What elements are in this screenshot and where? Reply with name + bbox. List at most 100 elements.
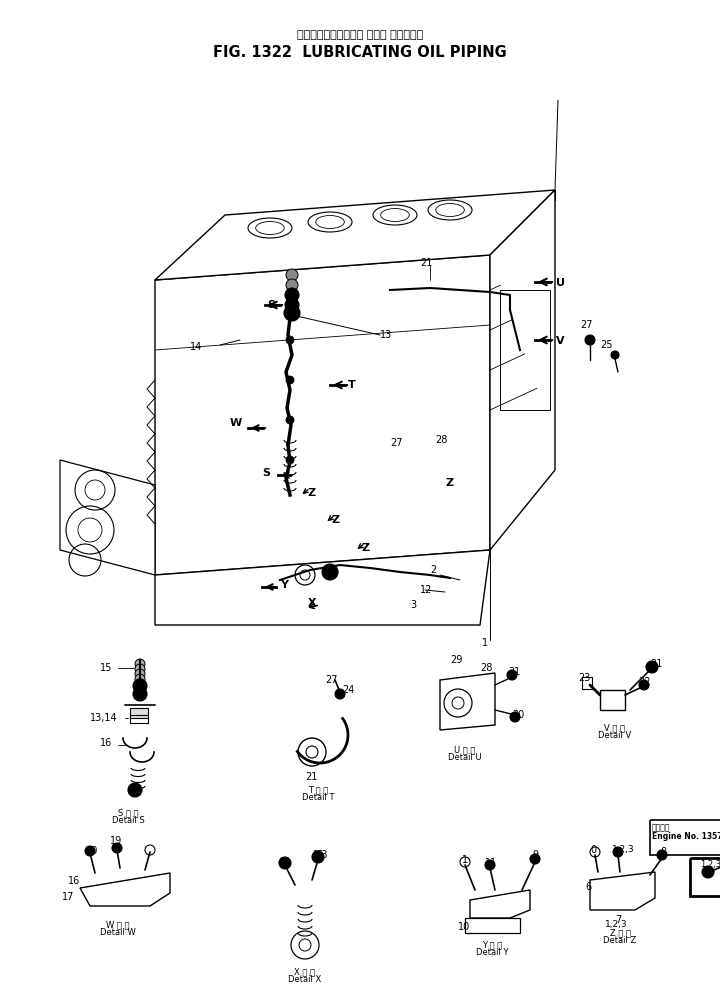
Circle shape	[135, 679, 145, 689]
Text: Z: Z	[332, 515, 340, 525]
Text: 22: 22	[638, 677, 650, 687]
Text: T: T	[348, 380, 356, 390]
Text: Engine No. 135723~: Engine No. 135723~	[652, 832, 720, 841]
Text: S: S	[267, 300, 275, 310]
Text: 1: 1	[482, 638, 488, 648]
Circle shape	[286, 336, 294, 344]
Text: X 部 詳: X 部 詳	[294, 967, 315, 976]
Text: Z 部 詳: Z 部 詳	[610, 928, 631, 937]
Circle shape	[133, 687, 147, 701]
Circle shape	[286, 456, 294, 464]
Bar	[130, 715, 148, 723]
Text: 15: 15	[100, 663, 112, 673]
Text: U: U	[556, 278, 565, 288]
Text: 4: 4	[278, 857, 284, 867]
Text: Detail U: Detail U	[448, 753, 482, 762]
Text: 8: 8	[660, 847, 666, 857]
Polygon shape	[440, 673, 495, 730]
Text: 9: 9	[532, 850, 538, 860]
Text: ルーブリケーティング オイル パイピング: ルーブリケーティング オイル パイピング	[297, 30, 423, 40]
Text: V 部 詳: V 部 詳	[605, 723, 626, 732]
Text: Detail W: Detail W	[100, 928, 136, 937]
Text: 2,3: 2,3	[312, 850, 328, 860]
Circle shape	[646, 661, 658, 673]
Text: Z: Z	[362, 543, 370, 553]
Text: 適用番号: 適用番号	[652, 823, 670, 832]
Text: 17: 17	[62, 892, 74, 902]
Text: S: S	[262, 468, 270, 478]
Ellipse shape	[315, 216, 344, 228]
Polygon shape	[155, 190, 555, 280]
Circle shape	[285, 298, 299, 312]
Circle shape	[135, 659, 145, 669]
Text: X: X	[308, 598, 317, 608]
Circle shape	[135, 664, 145, 674]
Polygon shape	[155, 255, 490, 575]
Polygon shape	[80, 873, 170, 906]
Text: 3: 3	[410, 600, 416, 610]
Circle shape	[286, 416, 294, 424]
Ellipse shape	[381, 209, 409, 222]
Circle shape	[510, 712, 520, 722]
Bar	[690, 858, 720, 896]
Ellipse shape	[428, 200, 472, 220]
Text: Detail X: Detail X	[289, 975, 322, 984]
Text: 21: 21	[650, 659, 662, 669]
Text: 25: 25	[600, 340, 613, 350]
Text: 28: 28	[435, 435, 447, 445]
Text: 5: 5	[316, 850, 323, 860]
Polygon shape	[155, 550, 490, 625]
Text: W: W	[230, 418, 242, 428]
Circle shape	[530, 854, 540, 864]
Text: S 部 詳: S 部 詳	[118, 808, 138, 817]
Text: 1,2,3: 1,2,3	[605, 920, 628, 929]
Circle shape	[639, 680, 649, 690]
Ellipse shape	[373, 205, 417, 225]
Text: 16: 16	[68, 876, 80, 886]
Text: 27: 27	[325, 675, 338, 685]
Circle shape	[613, 847, 623, 857]
Text: 11: 11	[485, 858, 498, 868]
Circle shape	[657, 850, 667, 860]
Text: W 部 詳: W 部 詳	[107, 920, 130, 929]
Text: U 部 詳: U 部 詳	[454, 745, 476, 754]
Text: Detail Z: Detail Z	[603, 936, 636, 945]
Text: 19: 19	[110, 836, 122, 846]
Ellipse shape	[256, 222, 284, 234]
Text: 10: 10	[458, 922, 470, 932]
Text: 27: 27	[390, 438, 402, 448]
Circle shape	[135, 669, 145, 679]
Text: 13: 13	[380, 330, 392, 340]
Circle shape	[286, 279, 298, 291]
Text: FIG. 1322  LUBRICATING OIL PIPING: FIG. 1322 LUBRICATING OIL PIPING	[213, 45, 507, 60]
Bar	[650, 820, 720, 855]
Bar	[465, 918, 520, 933]
Bar	[600, 690, 625, 710]
Ellipse shape	[436, 204, 464, 217]
Text: 23: 23	[578, 673, 590, 683]
Polygon shape	[490, 190, 555, 550]
Bar	[500, 290, 550, 410]
Polygon shape	[590, 872, 655, 910]
Circle shape	[85, 846, 95, 856]
Text: Z: Z	[307, 488, 315, 498]
Circle shape	[286, 376, 294, 384]
Circle shape	[135, 674, 145, 684]
Text: 0: 0	[590, 845, 596, 855]
Text: 1: 1	[462, 855, 468, 865]
Text: 30: 30	[512, 710, 524, 720]
Text: Detail V: Detail V	[598, 731, 631, 740]
Circle shape	[335, 689, 345, 699]
Circle shape	[507, 670, 517, 680]
Text: 29: 29	[450, 655, 462, 665]
Text: 27: 27	[580, 320, 593, 330]
Circle shape	[485, 860, 495, 870]
Circle shape	[285, 288, 299, 302]
Text: V: V	[556, 336, 564, 346]
Text: Detail Y: Detail Y	[476, 948, 508, 957]
Ellipse shape	[308, 212, 352, 232]
Circle shape	[322, 564, 338, 580]
Ellipse shape	[248, 218, 292, 238]
Text: Detail S: Detail S	[112, 816, 145, 825]
Polygon shape	[60, 460, 155, 575]
